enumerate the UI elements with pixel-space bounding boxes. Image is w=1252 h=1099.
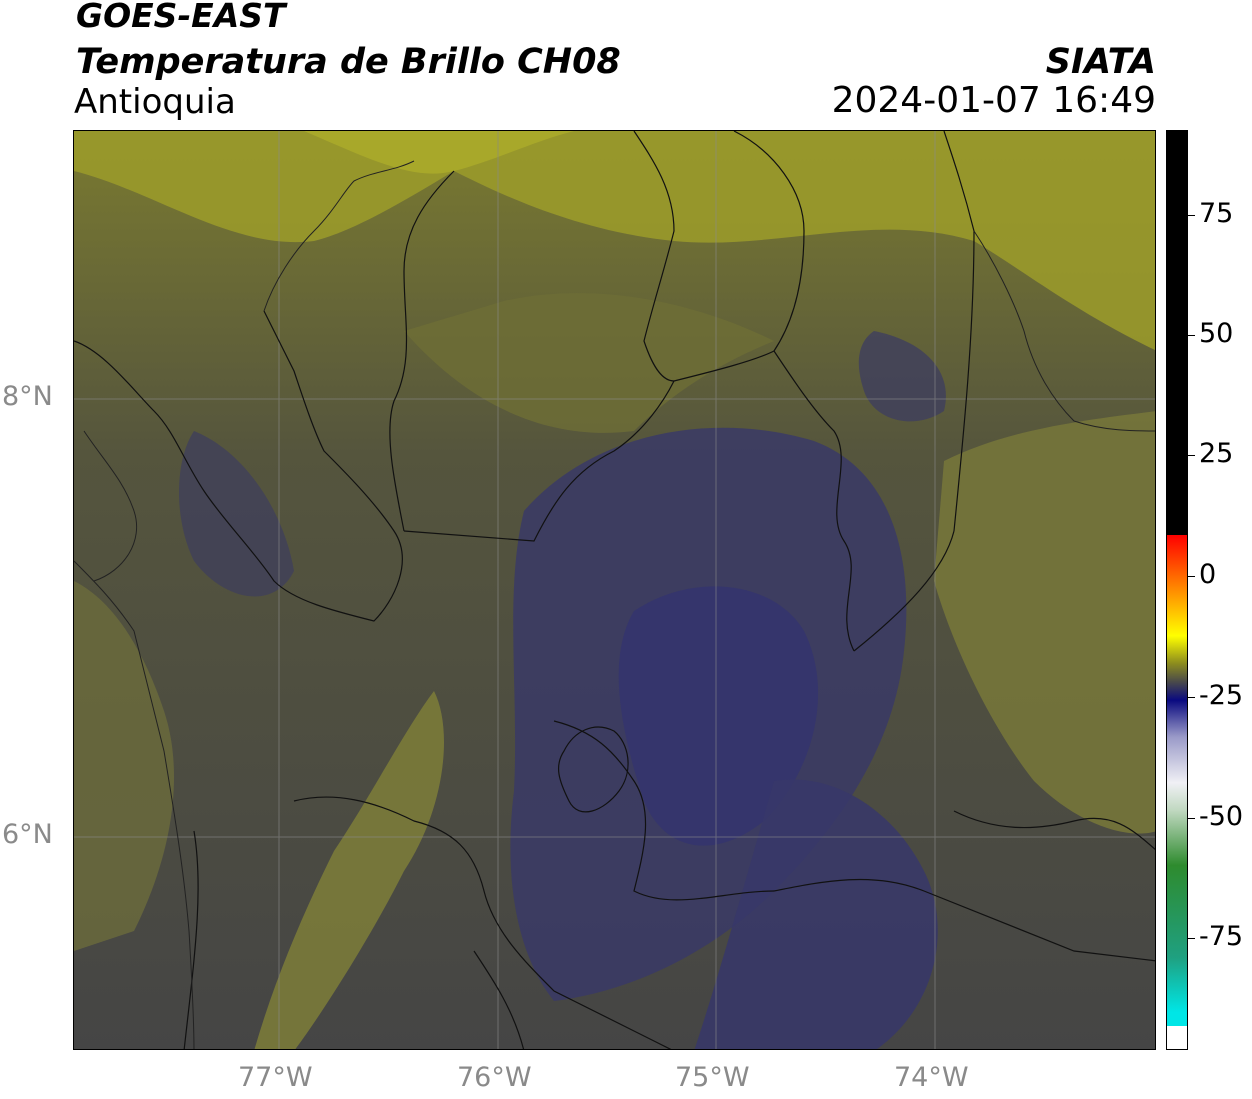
olive-atrato-valley (254, 691, 445, 1049)
colorbar (1166, 130, 1188, 1050)
olive-pacific-coast (74, 581, 174, 951)
warm-caribbean (304, 131, 574, 174)
warm-cloudfree-north (74, 131, 1155, 351)
admin-borders (74, 131, 1155, 1049)
colorbar-label-75: 75 (1199, 198, 1234, 229)
map-canvas (74, 131, 1155, 1049)
lat-label-8n: 8°N (2, 381, 53, 412)
title-satellite: GOES-EAST (76, 0, 286, 35)
colorbar-tick (1188, 576, 1195, 577)
colorbar-label-50: 50 (1199, 318, 1234, 349)
brand-label: SIATA (1045, 42, 1156, 82)
colorbar-label-0: 0 (1199, 559, 1217, 590)
lon-label-76w: 76°W (457, 1062, 532, 1093)
region-label: Antioquia (74, 82, 236, 122)
lon-label-74w: 74°W (894, 1062, 969, 1093)
timestamp-label: 2024-01-07 16:49 (831, 80, 1156, 121)
graticule (74, 131, 1155, 1049)
coastline (74, 160, 1155, 1049)
colorbar-label-minus75: -75 (1199, 921, 1244, 952)
olive-magdalena (934, 411, 1155, 834)
colorbar-tick (1188, 938, 1195, 939)
colorbar-label-minus25: -25 (1199, 680, 1244, 711)
olive-north-interior (404, 293, 774, 433)
lon-label-75w: 75°W (675, 1062, 750, 1093)
lat-label-6n: 6°N (2, 819, 53, 850)
colorbar-label-25: 25 (1199, 438, 1234, 469)
cold-cloud-center (618, 586, 819, 846)
colorbar-tick (1188, 697, 1195, 698)
cold-cloud-south (694, 779, 938, 1049)
lon-label-77w: 77°W (238, 1062, 313, 1093)
title-product: Temperatura de Brillo CH08 (76, 42, 621, 82)
colorbar-tick (1188, 818, 1195, 819)
colorbar-tick (1188, 215, 1195, 216)
colorbar-tick (1188, 455, 1195, 456)
cool-cloud-west (179, 431, 294, 597)
colorbar-tick (1188, 335, 1195, 336)
satellite-map (73, 130, 1156, 1050)
colorbar-label-minus50: -50 (1199, 801, 1244, 832)
